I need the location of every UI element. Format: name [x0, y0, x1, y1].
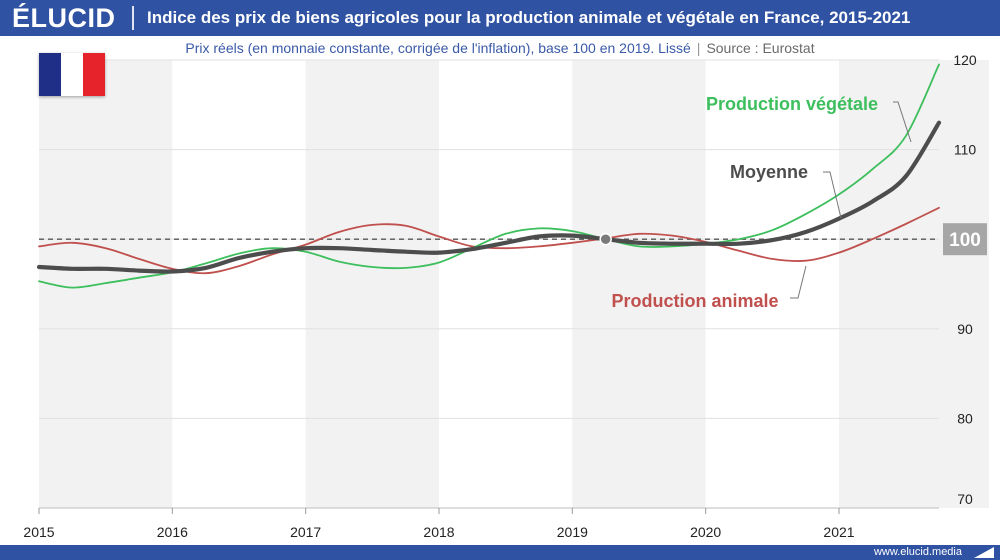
x-tick-label: 2019	[557, 524, 588, 540]
subtitle-row: Prix réels (en monnaie constante, corrig…	[0, 37, 1000, 59]
brand-logo: ÉLUCID	[12, 3, 116, 33]
subtitle-separator: |	[696, 40, 701, 56]
year-bands	[39, 60, 989, 508]
series-line-moyenne	[36, 120, 942, 274]
site-url[interactable]: www.elucid.media	[873, 546, 962, 558]
y-tick-label: 110	[954, 142, 977, 158]
x-tick-label: 2016	[157, 524, 188, 540]
series-line-vegetale	[38, 63, 940, 289]
x-tick-label: 2017	[290, 524, 321, 540]
series-group	[36, 63, 942, 289]
year-band	[572, 60, 706, 508]
y-tick-label: 120	[953, 52, 977, 68]
flag-stripe-red	[83, 53, 105, 96]
flag-stripe-white	[61, 53, 83, 96]
year-band	[439, 60, 573, 508]
brand-arrow-icon	[974, 547, 994, 558]
logo-divider	[132, 6, 134, 30]
y-axis-panel	[939, 60, 989, 508]
reference-badge-label: 100	[949, 230, 981, 251]
chart-subtitle: Prix réels (en monnaie constante, corrig…	[185, 40, 691, 56]
france-flag-icon	[39, 53, 105, 96]
axes: 70 80 90 110 120 2015 2016 2017 2018 2019 2020 2021	[23, 52, 976, 540]
year-band	[839, 60, 939, 508]
header-bar: ÉLUCID Indice des prix de biens agricole…	[0, 0, 1000, 36]
y-tick-label: 90	[957, 321, 973, 337]
footer-bar: www.elucid.media	[0, 545, 1000, 560]
y-tick-label: 70	[957, 491, 973, 507]
flag-stripe-blue	[39, 53, 61, 96]
leader-line	[823, 171, 842, 219]
year-band	[172, 60, 306, 508]
y-tick-label: 80	[957, 410, 973, 426]
series-labels: Production végétale Moyenne Production ani…	[611, 94, 912, 311]
reference-line-group: 100	[39, 223, 987, 256]
leader-line	[790, 265, 807, 299]
x-tick-label: 2021	[823, 524, 854, 540]
series-label: Production animale	[611, 291, 778, 311]
base-point-marker	[599, 232, 612, 246]
x-tick-label: 2020	[690, 524, 721, 540]
reference-badge	[943, 223, 987, 256]
year-band	[305, 60, 439, 508]
year-band	[705, 60, 839, 508]
leader-line	[893, 101, 912, 143]
x-tick-label: 2015	[23, 524, 54, 540]
chart-title: Indice des prix de biens agricoles pour …	[147, 8, 911, 27]
series-label: Moyenne	[730, 162, 808, 182]
x-tick-label: 2018	[423, 524, 454, 540]
series-label: Production végétale	[706, 94, 878, 114]
source-text: Source : Eurostat	[706, 40, 815, 56]
